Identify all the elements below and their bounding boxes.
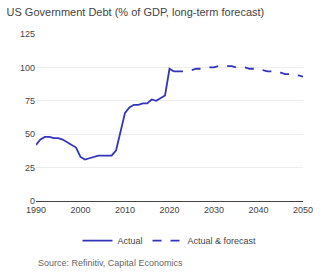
svg-text:US Government Debt (% of GDP,: US Government Debt (% of GDP, long-term … <box>7 6 265 18</box>
svg-text:75: 75 <box>25 96 35 106</box>
svg-text:2020: 2020 <box>159 205 179 215</box>
svg-text:100: 100 <box>20 63 35 73</box>
svg-text:50: 50 <box>25 129 35 139</box>
svg-text:25: 25 <box>25 163 35 173</box>
svg-text:1990: 1990 <box>26 205 46 215</box>
svg-text:0: 0 <box>30 196 35 206</box>
svg-text:2010: 2010 <box>115 205 135 215</box>
svg-text:125: 125 <box>20 29 35 39</box>
svg-text:Actual: Actual <box>118 236 143 246</box>
svg-text:2050: 2050 <box>293 205 313 215</box>
svg-text:Actual & forecast: Actual & forecast <box>188 236 257 246</box>
svg-text:2000: 2000 <box>70 205 90 215</box>
svg-text:Source: Refinitiv, Capital Eco: Source: Refinitiv, Capital Economics <box>38 258 183 268</box>
svg-text:2030: 2030 <box>204 205 224 215</box>
svg-text:2040: 2040 <box>248 205 268 215</box>
